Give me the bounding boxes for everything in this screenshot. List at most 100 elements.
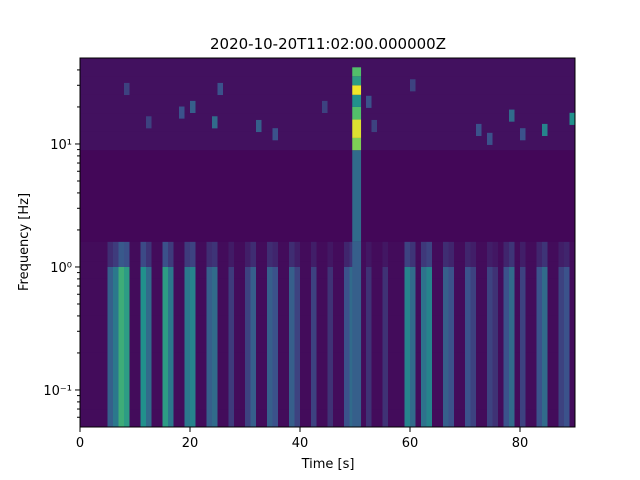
spectrogram-cell	[542, 123, 548, 137]
spectrogram-cell	[366, 95, 372, 108]
x-tick-label: 60	[402, 436, 419, 451]
spectrogram-cell	[352, 76, 362, 86]
spectrogram-cell	[217, 82, 223, 96]
spectrogram-cell	[382, 241, 388, 267]
spectrogram-cell	[352, 150, 362, 242]
spectrogram-cell	[487, 266, 493, 427]
x-axis: 0 20 40 60 80	[76, 427, 528, 451]
spectrogram-cell	[465, 241, 471, 267]
spectrogram-cell	[124, 82, 130, 96]
spectrogram-cell	[113, 266, 119, 427]
plot-frame	[79, 57, 576, 428]
spectrogram-cell	[327, 241, 333, 267]
spectrogram-cell	[322, 100, 328, 114]
y-tick-label: 10⁻¹	[43, 384, 72, 399]
spectrogram-band	[80, 131, 575, 151]
spectrogram-cell	[113, 241, 119, 267]
spectrogram-cell	[344, 241, 350, 267]
spectrogram-cell	[179, 106, 185, 119]
spectrogram-cell	[476, 123, 482, 137]
spectrogram-cell	[124, 266, 130, 427]
spectrogram-cell	[410, 241, 416, 267]
spectrogram-cell	[366, 266, 372, 427]
spectrogram-cell	[352, 85, 362, 95]
spectrogram-cell	[250, 241, 256, 267]
spectrogram-cell	[487, 241, 493, 267]
y-axis-label: Frequency [Hz]	[17, 193, 32, 291]
spectrogram-cell	[272, 241, 278, 267]
spectrogram-cell	[448, 241, 454, 267]
x-tick-label: 40	[292, 436, 309, 451]
spectrogram-cell	[256, 119, 262, 133]
spectrogram-cell	[487, 132, 493, 145]
spectrogram-cell	[206, 241, 212, 267]
spectrogram-cell	[492, 266, 498, 427]
spectrogram-cell	[503, 241, 509, 267]
spectrogram-band	[80, 113, 575, 132]
spectrogram-cell	[146, 266, 152, 427]
spectrogram-cell	[162, 241, 168, 267]
spectrogram-cell	[352, 106, 362, 120]
spectrogram-cell	[410, 79, 416, 92]
y-tick-label: 10⁰	[50, 261, 72, 276]
plot-area	[80, 58, 575, 427]
spectrogram-cell	[426, 241, 432, 267]
spectrogram-cell	[352, 241, 362, 427]
spectrogram-cell	[118, 241, 124, 267]
spectrogram-cell	[470, 241, 476, 267]
spectrogram-cell	[352, 94, 362, 107]
spectrogram-cell	[140, 241, 146, 267]
x-axis-label: Time [s]	[301, 457, 355, 472]
spectrogram-cell	[272, 128, 278, 141]
spectrogram-cell	[212, 241, 218, 267]
spectrogram-cell	[212, 116, 218, 129]
spectrogram-cell	[168, 266, 174, 427]
spectrogram-cell	[542, 241, 548, 267]
spectrogram-cell	[184, 266, 190, 427]
spectrogram-cell	[190, 266, 196, 427]
spectrogram-cell	[118, 266, 124, 427]
spectrogram-cell	[421, 241, 427, 267]
spectrogram-cell	[470, 266, 476, 427]
spectrogram-cell	[366, 241, 372, 267]
spectrogram-cell	[162, 266, 168, 427]
spectrogram-cell	[267, 266, 273, 427]
spectrogram-cell	[311, 266, 317, 427]
spectrogram-cell	[558, 266, 564, 427]
spectrogram-cell	[509, 109, 515, 122]
spectrogram-cell	[245, 266, 251, 427]
spectrogram-cell	[443, 241, 449, 267]
spectrogram-cell	[503, 266, 509, 427]
spectrogram-cell	[228, 266, 234, 427]
spectrogram-cell	[294, 241, 300, 267]
spectrogram-cell	[206, 266, 212, 427]
y-tick-label: 10¹	[50, 138, 72, 153]
spectrogram-cell	[289, 266, 295, 427]
spectrogram-cell	[352, 137, 362, 151]
spectrogram-cell	[184, 241, 190, 267]
spectrogram-cell	[267, 241, 273, 267]
spectrogram-cell	[311, 241, 317, 267]
spectrogram-cell	[410, 266, 416, 427]
spectrogram-cell	[426, 266, 432, 427]
spectrogram-cell	[352, 67, 362, 77]
spectrogram-cell	[107, 266, 113, 427]
spectrogram-cell	[107, 241, 113, 267]
chart-title: 2020-10-20T11:02:00.000000Z	[210, 35, 446, 53]
spectrogram-cell	[352, 119, 362, 138]
spectrogram-cell	[294, 266, 300, 427]
spectrogram-cell	[250, 266, 256, 427]
spectrogram-cell	[382, 266, 388, 427]
spectrogram-cell	[371, 119, 377, 133]
spectrogram-cell	[404, 266, 410, 427]
spectrogram-cell	[404, 241, 410, 267]
spectrogram-cell	[289, 241, 295, 267]
x-tick-label: 20	[182, 436, 199, 451]
spectrogram-cell	[520, 266, 526, 427]
spectrogram-cell	[448, 266, 454, 427]
spectrogram-cell	[569, 112, 575, 125]
spectrogram-cell	[327, 266, 333, 427]
spectrogram-cell	[564, 266, 570, 427]
spectrogram-cell	[146, 241, 152, 267]
spectrogram-cell	[421, 266, 427, 427]
